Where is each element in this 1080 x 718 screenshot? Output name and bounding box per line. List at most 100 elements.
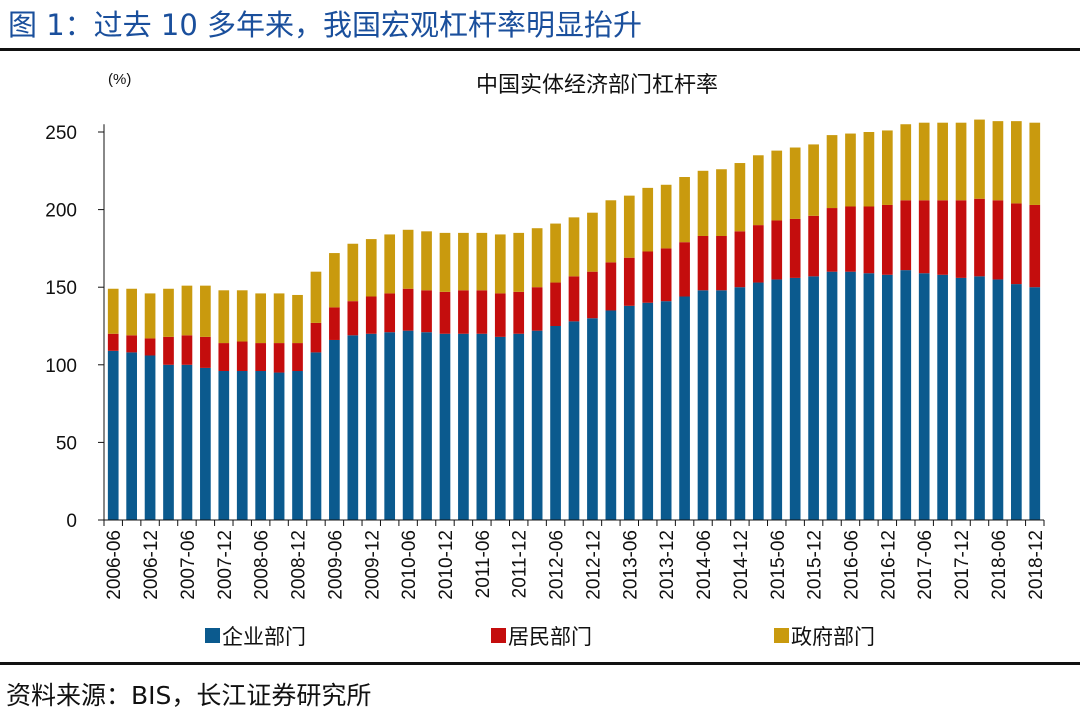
bar-segment-government: [181, 285, 193, 336]
bar-segment-government: [1029, 122, 1041, 205]
bar-segment-household: [1011, 203, 1022, 285]
bar-segment-corporate: [808, 276, 819, 520]
bar-segment-government: [752, 155, 764, 226]
bar-segment-corporate: [605, 310, 617, 520]
bar-segment-government: [623, 195, 635, 258]
bar-segment-household: [587, 271, 598, 319]
bar-segment-corporate: [218, 371, 230, 520]
bar-segment-corporate: [771, 279, 783, 520]
bar-segment-government: [808, 144, 819, 216]
bar-segment-household: [955, 200, 967, 278]
bar-segment-corporate: [292, 371, 303, 520]
bar-segment-corporate: [347, 335, 359, 520]
bar-segment-household: [421, 290, 432, 333]
x-tick-label: 2012-06: [547, 530, 568, 600]
x-tick-label: 2016-12: [878, 530, 899, 600]
bar-segment-household: [550, 282, 561, 326]
bar-segment-household: [716, 235, 727, 291]
bar-segment-corporate: [642, 302, 654, 520]
bar-segment-government: [734, 163, 746, 232]
bar-segment-corporate: [531, 330, 543, 520]
legend-item-household: 居民部门: [491, 626, 592, 649]
bar-segment-government: [660, 184, 672, 249]
x-tick-label: 2010-06: [399, 530, 420, 600]
bar-segment-corporate: [476, 333, 488, 520]
bar-segment-corporate: [918, 273, 930, 520]
bar-segment-corporate: [273, 372, 285, 520]
bar-segment-corporate: [107, 350, 119, 520]
x-tick-label: 2013-06: [620, 530, 641, 600]
bar-segment-government: [918, 122, 930, 201]
x-tick-label: 2014-12: [731, 530, 752, 600]
bar-segment-household: [273, 343, 285, 373]
bar-segment-government: [955, 122, 967, 201]
x-tick-label: 2009-06: [325, 530, 346, 600]
y-tick-label: 200: [45, 201, 77, 222]
bar-segment-household: [181, 335, 193, 365]
bar-segment-corporate: [900, 270, 912, 520]
bar-segment-household: [255, 343, 267, 372]
bar-segment-government: [458, 232, 469, 291]
legend-label-corporate: 企业部门: [222, 626, 306, 649]
x-tick-label: 2010-12: [436, 530, 457, 600]
bar-segment-government: [494, 234, 506, 294]
bar-segment-corporate: [587, 318, 598, 520]
x-tick-label: 2018-12: [1026, 530, 1047, 600]
bar-segment-corporate: [974, 276, 985, 520]
bar-segment-household: [974, 198, 985, 277]
y-tick-label: 0: [66, 511, 77, 532]
x-tick-label: 2012-12: [583, 530, 604, 600]
bar-segment-government: [255, 293, 267, 344]
bar-segment-corporate: [310, 352, 322, 520]
bar-segment-corporate: [881, 274, 893, 520]
bar-segment-corporate: [439, 333, 451, 520]
bar-segment-corporate: [789, 277, 801, 520]
x-axis: 2006-06 2006-12 2007-06 2007-12 2008-06 2008-…: [103, 519, 1047, 600]
bar-segment-corporate: [494, 336, 506, 520]
bar-segment-corporate: [384, 332, 396, 520]
bar-segment-corporate: [937, 274, 948, 520]
bar-segment-household: [789, 218, 801, 278]
bar-segment-government: [163, 288, 174, 337]
bar-segment-corporate: [458, 333, 469, 520]
bar-segment-government: [292, 294, 303, 344]
y-axis-unit: (%): [108, 71, 131, 88]
bar-segment-government: [126, 288, 137, 336]
x-tick-label: 2008-06: [252, 530, 273, 600]
x-tick-label: 2017-12: [952, 530, 973, 600]
bar-segment-corporate: [421, 332, 432, 520]
bar-segment-corporate: [402, 330, 414, 520]
bar-segment-corporate: [513, 333, 525, 520]
x-tick-label: 2009-12: [362, 530, 383, 600]
y-tick-label: 100: [45, 356, 77, 377]
bar-segment-household: [402, 288, 414, 331]
bar-segment-household: [200, 336, 211, 368]
bar-segment-household: [310, 322, 322, 353]
bar-segment-household: [365, 296, 377, 334]
bar-segment-household: [900, 200, 912, 271]
bar-segment-corporate: [1011, 284, 1022, 520]
y-tick-label: 50: [56, 433, 77, 454]
y-tick-label: 250: [45, 123, 77, 144]
x-tick-label: 2018-06: [989, 530, 1010, 600]
bar-segment-household: [605, 262, 617, 311]
bar-segment-household: [292, 343, 303, 372]
bar-segment-household: [458, 290, 469, 334]
bar-segment-household: [918, 200, 930, 274]
bar-segment-household: [384, 293, 396, 333]
x-tick-label: 2011-12: [510, 530, 531, 598]
bar-segment-household: [845, 206, 856, 272]
bar-segment-government: [771, 150, 783, 221]
top-rule: [0, 48, 1080, 51]
bar-segment-government: [421, 231, 432, 291]
bar-segment-corporate: [200, 367, 211, 520]
bar-segment-household: [1029, 204, 1041, 288]
bar-segment-government: [992, 121, 1004, 201]
bar-segment-government: [439, 232, 451, 292]
bar-segment-government: [347, 243, 359, 302]
bar-segment-government: [826, 135, 838, 209]
bar-segment-household: [347, 301, 359, 336]
bar-segment-government: [716, 169, 727, 236]
x-tick-label: 2007-06: [178, 530, 199, 600]
